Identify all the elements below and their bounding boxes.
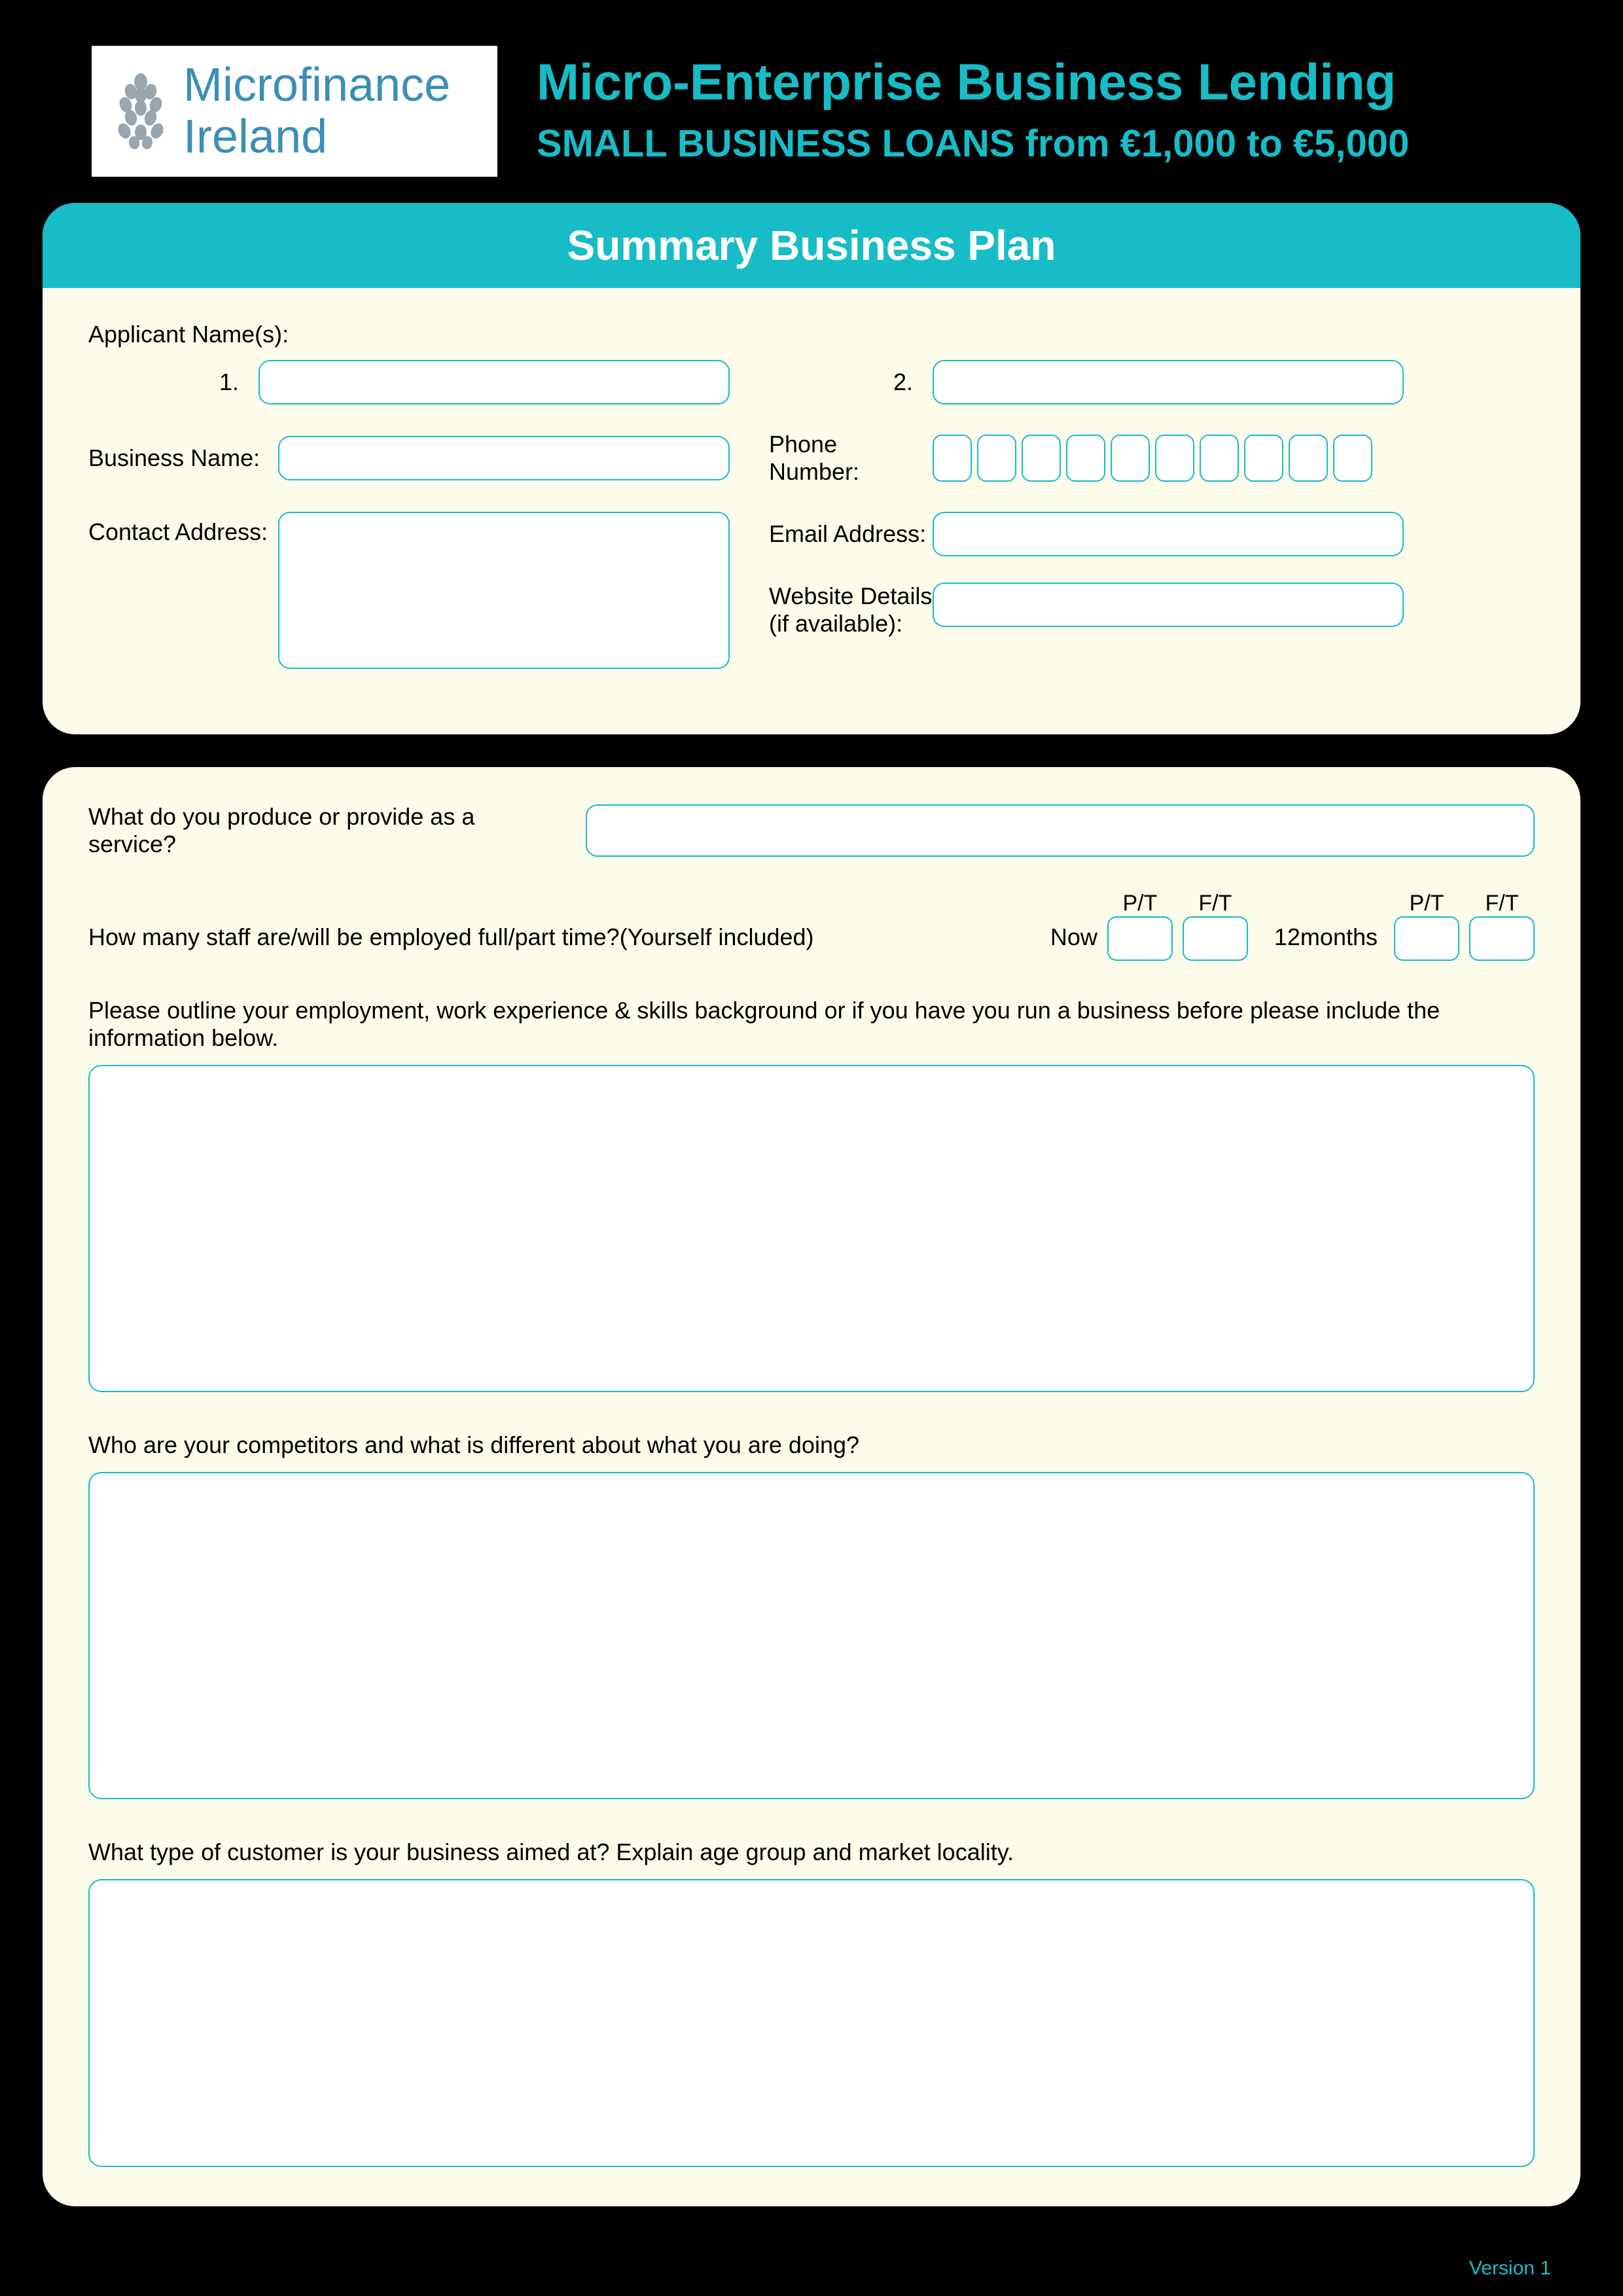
phone-digit-input[interactable] <box>1022 435 1061 482</box>
phone-digit-input[interactable] <box>1289 435 1328 482</box>
panel-contact: Summary Business Plan Applicant Name(s):… <box>43 203 1580 734</box>
applicant2-input[interactable] <box>933 360 1404 404</box>
phone-digit-input[interactable] <box>1155 435 1194 482</box>
applicant-names-label: Applicant Name(s): <box>88 321 1535 348</box>
pt-label-now: P/T <box>1107 891 1173 916</box>
phone-label: Phone Number: <box>769 431 933 486</box>
pt-label-12: P/T <box>1394 891 1459 916</box>
header-titles: Micro-Enterprise Business Lending SMALL … <box>537 46 1551 166</box>
email-input[interactable] <box>933 512 1404 556</box>
logo-line1: Microfinance <box>183 60 450 111</box>
twelve-label: 12months <box>1258 924 1384 961</box>
phone-digit-input[interactable] <box>1244 435 1283 482</box>
logo-text: Microfinance Ireland <box>183 60 450 163</box>
main-title: Micro-Enterprise Business Lending <box>537 52 1551 112</box>
q-background-label: Please outline your employment, work exp… <box>88 997 1535 1052</box>
ft-label-now: F/T <box>1183 891 1248 916</box>
competitors-input[interactable] <box>88 1472 1535 1799</box>
q-service-label: What do you produce or provide as a serv… <box>88 803 560 858</box>
phone-digit-input[interactable] <box>977 435 1016 482</box>
panel-title: Summary Business Plan <box>43 203 1580 288</box>
panel-body: Applicant Name(s): 1. 2. Business Name: … <box>43 288 1580 734</box>
phone-digits <box>933 435 1372 482</box>
twelve-ft-input[interactable] <box>1469 916 1535 961</box>
phone-digit-input[interactable] <box>1111 435 1150 482</box>
q-customers-label: What type of customer is your business a… <box>88 1839 1535 1866</box>
applicant2-num: 2. <box>730 368 933 396</box>
version-label: Version 1 <box>1469 2257 1551 2280</box>
website-label: Website Details (if available): <box>769 583 933 637</box>
logo-line2: Ireland <box>183 111 450 163</box>
email-label: Email Address: <box>769 520 933 548</box>
page-header: Microfinance Ireland Micro-Enterprise Bu… <box>0 0 1623 203</box>
panel-questions: What do you produce or provide as a serv… <box>43 767 1580 2206</box>
sub-title: SMALL BUSINESS LOANS from €1,000 to €5,0… <box>537 122 1551 166</box>
twelve-pt-input[interactable] <box>1394 916 1459 961</box>
service-input[interactable] <box>586 804 1535 857</box>
customers-input[interactable] <box>88 1879 1535 2167</box>
q-staff-label: How many staff are/will be employed full… <box>88 924 1039 961</box>
website-label-line1: Website Details <box>769 583 933 610</box>
background-input[interactable] <box>88 1065 1535 1392</box>
website-label-line2: (if available): <box>769 610 933 637</box>
ft-label-12: F/T <box>1469 891 1535 916</box>
applicant1-num: 1. <box>88 368 259 396</box>
q-competitors-label: Who are your competitors and what is dif… <box>88 1431 1535 1459</box>
now-pt-input[interactable] <box>1107 916 1173 961</box>
now-label: Now <box>1050 924 1097 961</box>
website-input[interactable] <box>933 583 1404 627</box>
contact-address-input[interactable] <box>278 512 730 669</box>
phone-digit-input[interactable] <box>933 435 972 482</box>
pinecone-icon <box>111 72 170 151</box>
logo-box: Microfinance Ireland <box>92 46 497 177</box>
phone-digit-input[interactable] <box>1333 435 1372 482</box>
business-name-label: Business Name: <box>88 444 278 472</box>
applicant1-input[interactable] <box>259 360 730 404</box>
contact-address-label: Contact Address: <box>88 512 278 546</box>
now-ft-input[interactable] <box>1183 916 1248 961</box>
phone-digit-input[interactable] <box>1066 435 1105 482</box>
phone-digit-input[interactable] <box>1200 435 1239 482</box>
business-name-input[interactable] <box>278 436 730 480</box>
